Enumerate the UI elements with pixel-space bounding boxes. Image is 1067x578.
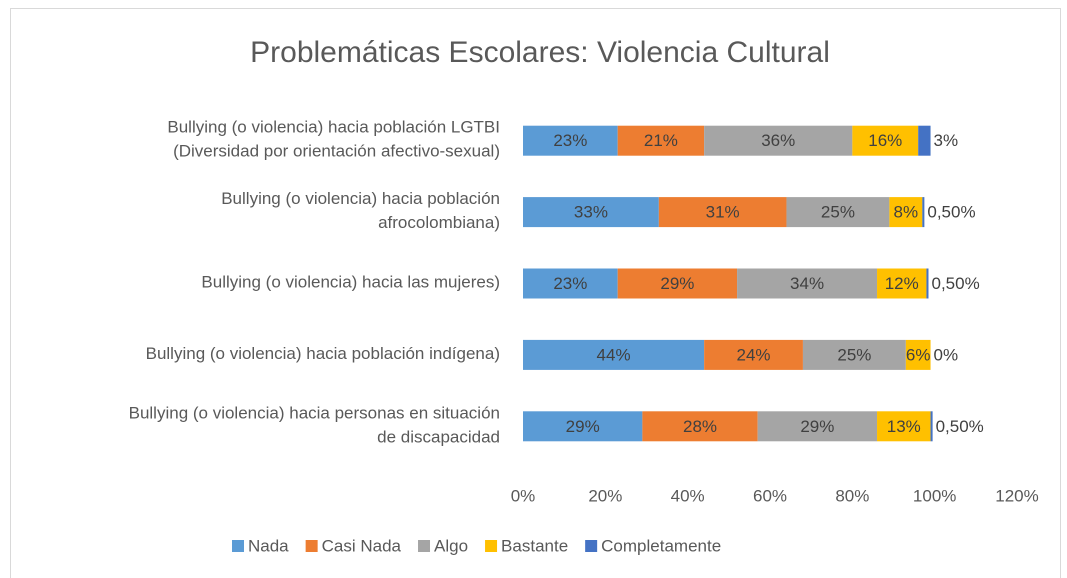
x-tick-label: 20%: [588, 486, 622, 505]
x-tick-label: 40%: [671, 486, 705, 505]
data-label: 31%: [706, 203, 740, 222]
data-label: 23%: [553, 131, 587, 150]
y-tick-label: Bullying (o violencia) hacia población L…: [167, 118, 500, 161]
data-label: 25%: [837, 345, 871, 364]
bar-segment: [523, 268, 618, 299]
bar-segment: [658, 197, 787, 228]
data-label: 24%: [737, 345, 771, 364]
legend-swatch: [418, 540, 431, 552]
bar-segment: [523, 125, 618, 156]
bar-segment: [737, 268, 878, 299]
bar-segment: [704, 339, 803, 370]
legend-swatch: [585, 540, 598, 552]
legend-label: Casi Nada: [322, 536, 402, 555]
data-label: 29%: [566, 417, 600, 436]
bar-segment: [523, 197, 659, 228]
chart-title: Problemáticas Escolares: Violencia Cultu…: [250, 36, 830, 69]
x-tick-label: 80%: [835, 486, 869, 505]
bar-segment: [926, 268, 929, 299]
bar-segment: [642, 411, 758, 442]
x-tick-label: 100%: [913, 486, 956, 505]
legend-swatch: [485, 540, 498, 552]
data-label: 12%: [885, 274, 919, 293]
data-label: 3%: [934, 131, 959, 150]
data-label: 23%: [553, 274, 587, 293]
y-tick-label: Bullying (o violencia) hacia las mujeres…: [201, 273, 500, 292]
legend-label: Bastante: [501, 536, 568, 555]
x-tick-label: 60%: [753, 486, 787, 505]
data-label: 29%: [800, 417, 834, 436]
bar-segment: [617, 268, 738, 299]
bar-segment: [523, 339, 705, 370]
legend-label: Nada: [248, 536, 289, 555]
bar-segment: [918, 125, 931, 156]
legend-label: Completamente: [601, 536, 721, 555]
data-label: 25%: [821, 203, 855, 222]
x-tick-label: 120%: [995, 486, 1038, 505]
bar-segment: [757, 411, 878, 442]
bar-segment: [889, 197, 923, 228]
data-label: 34%: [790, 274, 824, 293]
data-label: 21%: [644, 131, 678, 150]
bar-segment: [786, 197, 890, 228]
legend-label: Algo: [434, 536, 468, 555]
data-label: 28%: [683, 417, 717, 436]
data-label: 8%: [894, 203, 919, 222]
legend-swatch: [305, 540, 318, 552]
data-label: 0,50%: [936, 417, 984, 436]
data-label: 16%: [868, 131, 902, 150]
data-label: 0,50%: [931, 274, 979, 293]
data-label: 13%: [887, 417, 921, 436]
bar-segment: [523, 411, 643, 442]
bar-segment: [930, 411, 933, 442]
data-label: 36%: [761, 131, 795, 150]
bar-segment: [877, 411, 931, 442]
y-tick-label: Bullying (o violencia) hacia personas en…: [129, 404, 500, 447]
legend-swatch: [232, 540, 244, 552]
data-label: 33%: [574, 203, 608, 222]
bar-segment: [905, 339, 931, 370]
y-tick-label: Bullying (o violencia) hacia población i…: [146, 344, 500, 363]
y-tick-label: Bullying (o violencia) hacia población af…: [221, 190, 500, 233]
data-label: 6%: [906, 345, 931, 364]
x-tick-label: 0%: [511, 486, 536, 505]
bar-segment: [802, 339, 906, 370]
bar-segment: [852, 125, 919, 156]
bar-segment: [877, 268, 927, 299]
data-label: 29%: [660, 274, 694, 293]
data-label: 0%: [934, 345, 959, 364]
bar-segment: [704, 125, 853, 156]
bar-segment: [617, 125, 705, 156]
data-label: 44%: [597, 345, 631, 364]
data-label: 0,50%: [927, 203, 975, 222]
bar-segment: [922, 197, 925, 228]
